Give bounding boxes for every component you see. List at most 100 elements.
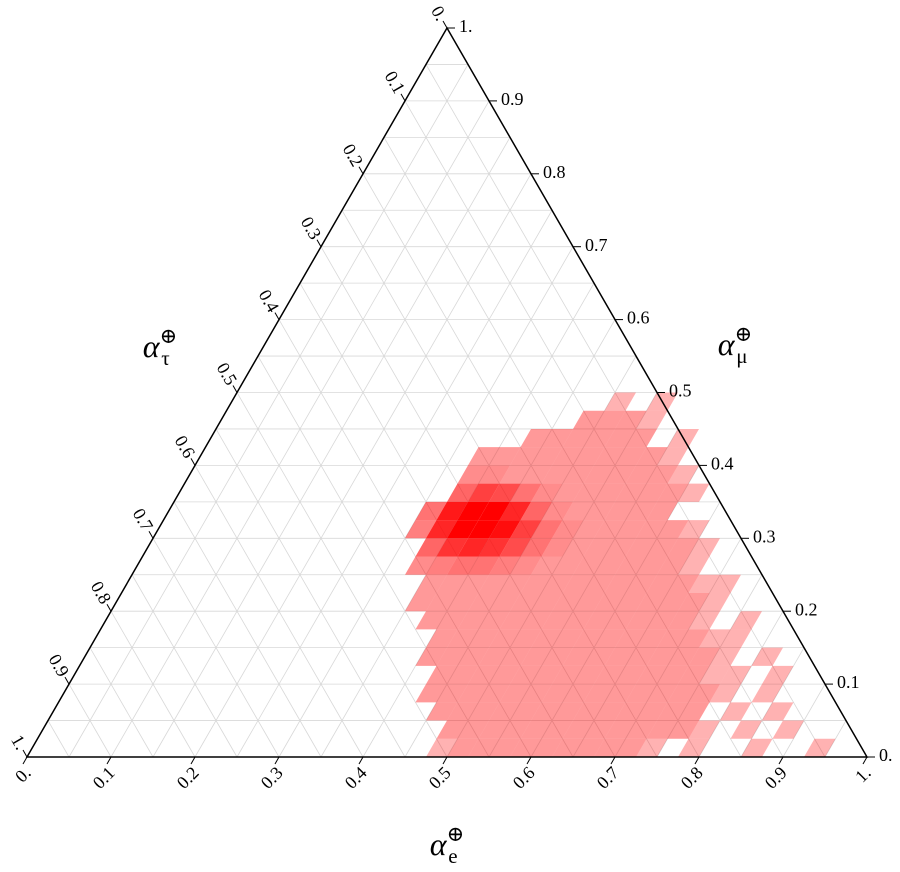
density-cell [688, 647, 720, 666]
left-tick-label: 0. [427, 2, 451, 24]
density-cell [583, 684, 615, 703]
density-cell [678, 592, 710, 612]
density-cell [457, 465, 489, 484]
density-cell [415, 647, 447, 666]
density-cell [657, 447, 689, 466]
grid-line [47, 720, 70, 758]
density-cell [520, 538, 552, 557]
x-tick-label: 0.5 [425, 763, 455, 793]
density-cell [552, 702, 584, 721]
grid-line [152, 137, 511, 758]
density-cell [499, 465, 531, 484]
density-cell [678, 629, 710, 648]
density-cell [531, 483, 563, 502]
density-cell [468, 665, 500, 685]
density-cell [552, 738, 584, 757]
grid-line [194, 465, 364, 758]
density-cell [436, 611, 468, 630]
density-cell [646, 465, 678, 484]
density-cell [436, 574, 468, 593]
grid-line [152, 538, 280, 758]
density-cell [541, 574, 573, 593]
right-tick-label: 0.3 [753, 526, 776, 546]
density-cell [436, 720, 468, 739]
density-cell [478, 501, 510, 521]
density-cell [510, 592, 542, 612]
axis-label: α⊕ τ [143, 324, 177, 370]
x-tick-label: 1. [851, 763, 875, 787]
tick-mark [526, 756, 532, 765]
grid-line [215, 428, 406, 758]
density-cell [520, 611, 552, 630]
axis-symbol: α [430, 826, 448, 862]
grid-line [446, 392, 658, 758]
density-cell [678, 520, 710, 539]
density-cell [667, 720, 699, 739]
density-cell [562, 684, 594, 703]
density-cell [499, 501, 531, 521]
density-cell [762, 665, 794, 685]
tick-mark [358, 756, 364, 765]
density-cell [436, 501, 468, 521]
density-cell [636, 702, 668, 721]
density-cell [468, 556, 500, 575]
density-cell [573, 556, 605, 575]
density-cell [447, 738, 479, 757]
density-cell [541, 720, 573, 739]
density-cell [604, 465, 636, 484]
density-cell [478, 647, 510, 666]
axis-superscript: ⊕ [447, 822, 465, 846]
density-cell [478, 720, 510, 739]
density-cell [636, 483, 668, 502]
density-cell [615, 410, 647, 429]
density-cell [594, 592, 626, 612]
left-tick-label: 0.8 [87, 578, 116, 607]
density-cell [625, 647, 657, 666]
density-cell [457, 574, 489, 593]
density-cell [636, 738, 668, 757]
tick-mark [442, 20, 448, 29]
density-cell [562, 501, 594, 521]
density-cell [468, 702, 500, 721]
density-cell [405, 592, 437, 612]
density-cell [646, 611, 678, 630]
left-tick-label: 1. [7, 731, 31, 753]
left-tick-label: 0.2 [339, 140, 368, 169]
density-cell [531, 592, 563, 612]
density-cell [615, 520, 647, 539]
density-cell [510, 665, 542, 685]
right-tick-label: 0.5 [669, 381, 692, 401]
density-cell [531, 520, 563, 539]
density-cell [468, 592, 500, 612]
density-cell [520, 465, 552, 484]
x-tick-label: 0. [11, 763, 35, 787]
density-cell [499, 574, 531, 593]
density-cell [594, 520, 626, 539]
density-cell [447, 702, 479, 721]
density-cell [636, 665, 668, 685]
tick-mark [862, 756, 868, 765]
density-cell [678, 738, 710, 757]
density-cell [552, 447, 584, 466]
density-cell [489, 738, 521, 757]
density-cell [583, 428, 615, 448]
grid-line [782, 683, 826, 758]
density-cell [405, 520, 437, 539]
density-cell [646, 647, 678, 666]
x-tick-label: 0.8 [677, 763, 707, 793]
density-cell [594, 629, 626, 648]
tick-mark [148, 531, 154, 539]
density-cell [636, 556, 668, 575]
density-cell [531, 665, 563, 685]
grid-line [740, 647, 805, 758]
density-cell [615, 483, 647, 502]
density-cell [457, 538, 489, 557]
density-cell [520, 647, 552, 666]
tick-mark [232, 385, 238, 393]
density-cell [709, 647, 741, 666]
density-cell [594, 702, 626, 721]
density-cell [688, 538, 720, 557]
density-cell [699, 629, 731, 648]
density-cell [510, 738, 542, 757]
